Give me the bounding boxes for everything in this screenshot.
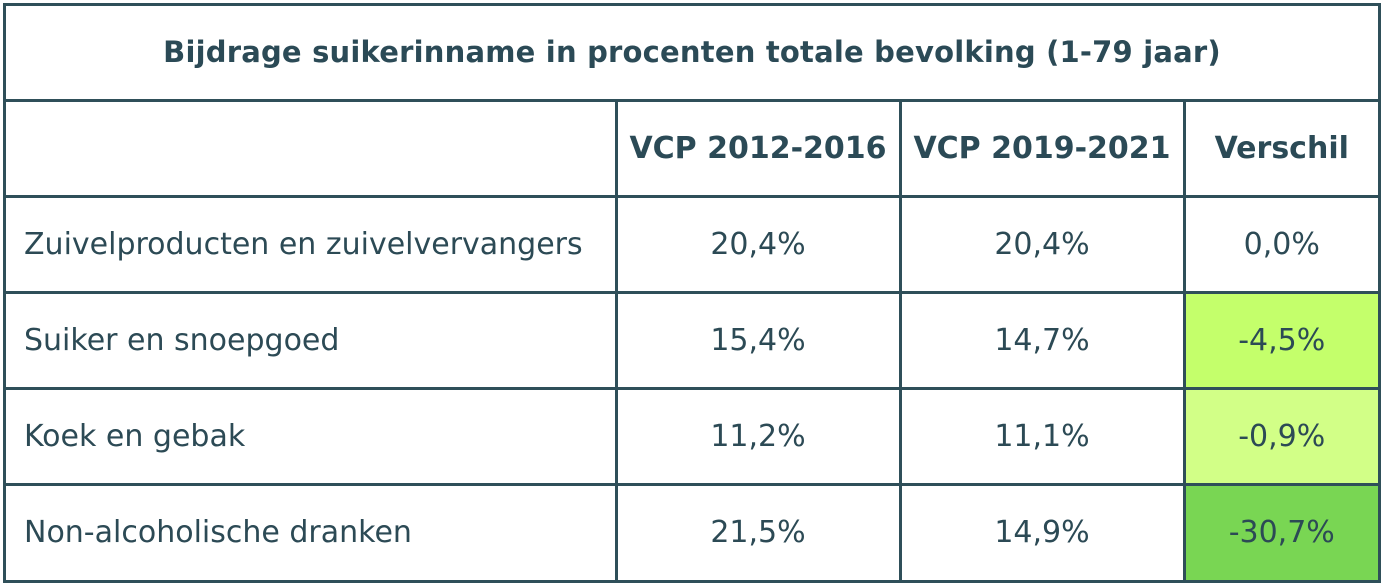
header-vcp-2012-2016: VCP 2012-2016 xyxy=(614,98,902,198)
table-row: Zuivelproducten en zuivelvervangers 20,4… xyxy=(6,194,1379,294)
title-row: Bijdrage suikerinname in procenten total… xyxy=(6,6,1379,102)
verschil-cell: -0,9% xyxy=(1182,386,1379,486)
header-verschil: Verschil xyxy=(1182,98,1379,198)
table-title: Bijdrage suikerinname in procenten total… xyxy=(6,6,1379,102)
vcp-2019-2021-cell: 20,4% xyxy=(898,194,1186,294)
verschil-cell: 0,0% xyxy=(1182,194,1379,294)
vcp-2019-2021-cell: 14,9% xyxy=(898,482,1186,580)
sugar-intake-table: Bijdrage suikerinname in procenten total… xyxy=(6,6,1379,580)
sugar-intake-table-frame: Bijdrage suikerinname in procenten total… xyxy=(3,3,1381,583)
row-label: Koek en gebak xyxy=(6,386,618,486)
table-row: Suiker en snoepgoed 15,4% 14,7% -4,5% xyxy=(6,290,1379,390)
header-row: VCP 2012-2016 VCP 2019-2021 Verschil xyxy=(6,98,1379,198)
verschil-cell: -4,5% xyxy=(1182,290,1379,390)
row-label: Suiker en snoepgoed xyxy=(6,290,618,390)
header-empty xyxy=(6,98,618,198)
vcp-2012-2016-cell: 21,5% xyxy=(614,482,902,580)
vcp-2019-2021-cell: 11,1% xyxy=(898,386,1186,486)
table-row: Non-alcoholische dranken 21,5% 14,9% -30… xyxy=(6,482,1379,580)
row-label: Zuivelproducten en zuivelvervangers xyxy=(6,194,618,294)
row-label: Non-alcoholische dranken xyxy=(6,482,618,580)
vcp-2012-2016-cell: 20,4% xyxy=(614,194,902,294)
verschil-cell: -30,7% xyxy=(1182,482,1379,580)
header-vcp-2019-2021: VCP 2019-2021 xyxy=(898,98,1186,198)
vcp-2012-2016-cell: 11,2% xyxy=(614,386,902,486)
vcp-2019-2021-cell: 14,7% xyxy=(898,290,1186,390)
vcp-2012-2016-cell: 15,4% xyxy=(614,290,902,390)
table-row: Koek en gebak 11,2% 11,1% -0,9% xyxy=(6,386,1379,486)
